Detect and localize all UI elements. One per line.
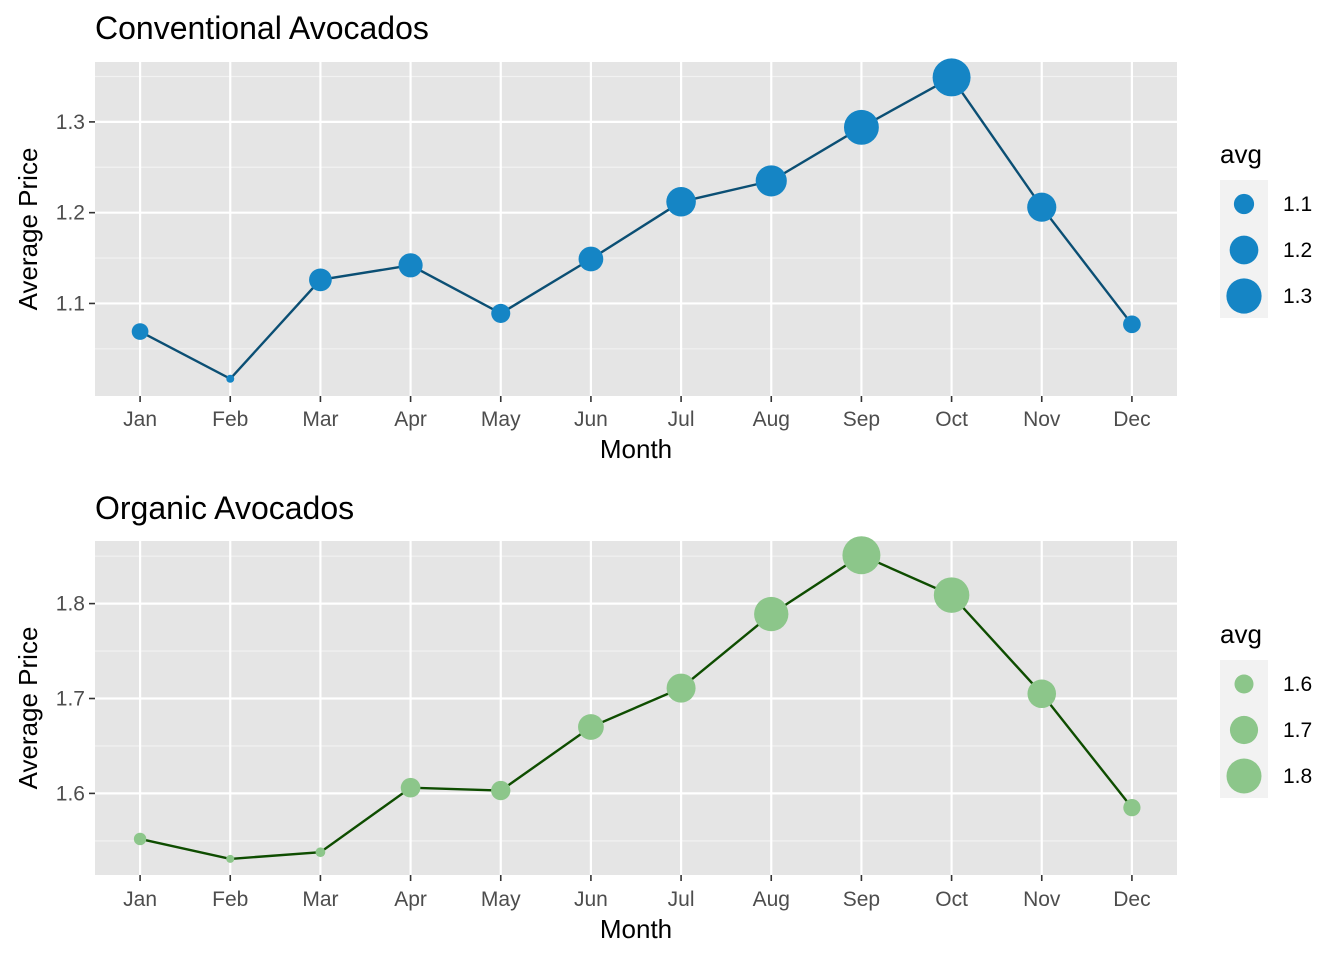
- x-tick-label: Aug: [753, 888, 790, 911]
- data-point-jun: [578, 246, 604, 272]
- legend-key: [1233, 193, 1255, 215]
- data-point-may: [491, 780, 511, 801]
- price-line: [139, 75, 1133, 381]
- legend-title: avg: [1220, 619, 1262, 649]
- x-tick-label: Jan: [123, 408, 157, 431]
- y-axis-title: Average Price: [13, 627, 43, 790]
- y-tick-label: 1.6: [56, 782, 85, 805]
- data-points: [131, 58, 1141, 383]
- data-point-sep: [843, 109, 879, 145]
- legend-label: 1.1: [1283, 193, 1312, 216]
- y-tick-label: 1.7: [56, 688, 85, 711]
- data-point-aug: [755, 165, 787, 197]
- legend-label: 1.3: [1283, 285, 1312, 308]
- x-tick-label: Jun: [574, 408, 608, 431]
- legend-key: [1229, 235, 1259, 265]
- x-tick-label: Sep: [843, 408, 880, 431]
- major-gridlines: [95, 541, 1177, 875]
- x-tick-label: Oct: [935, 888, 968, 911]
- data-point-jan: [133, 832, 147, 846]
- y-tick-label: 1.2: [56, 202, 85, 225]
- x-tick-label: May: [481, 888, 521, 911]
- chart-title: Organic Avocados: [95, 490, 354, 526]
- legend-title: avg: [1220, 139, 1262, 169]
- price-line: [139, 553, 1133, 861]
- y-axis-ticks: 1.1 1.2 1.3: [56, 111, 95, 315]
- x-axis-ticks: Jan Feb Mar Apr May Jun Jul Aug Sep Oct Nov Dec: [123, 396, 1151, 431]
- data-point-feb: [226, 374, 235, 383]
- chart-title: Conventional Avocados: [95, 10, 429, 46]
- x-tick-label: Feb: [212, 888, 248, 911]
- x-tick-label: Mar: [302, 888, 338, 911]
- data-point-dec: [1123, 315, 1141, 334]
- organic-chart: Organic Avocados 1.6 1.7 1.8 Jan Feb Mar Apr M…: [13, 490, 1312, 944]
- x-tick-label: Nov: [1023, 408, 1061, 431]
- major-gridlines: [95, 62, 1177, 396]
- x-tick-label: Apr: [394, 888, 427, 911]
- legend-label: 1.8: [1283, 765, 1312, 788]
- legend-label: 1.6: [1283, 673, 1312, 696]
- legend-label: 1.2: [1283, 239, 1312, 262]
- data-points: [133, 536, 1141, 863]
- data-point-jun: [578, 714, 604, 740]
- legend-items: 1.6 1.7 1.8: [1226, 673, 1312, 794]
- legend-key: [1229, 715, 1259, 745]
- data-point-sep: [842, 536, 881, 575]
- data-point-nov: [1027, 679, 1057, 709]
- y-axis-title: Average Price: [13, 148, 43, 311]
- x-tick-label: Aug: [753, 408, 790, 431]
- data-point-mar: [309, 268, 332, 292]
- legend-key: [1226, 758, 1262, 794]
- data-point-oct: [933, 577, 970, 613]
- data-point-nov: [1027, 192, 1057, 222]
- x-axis-title: Month: [600, 914, 672, 944]
- x-tick-label: Nov: [1023, 888, 1061, 911]
- x-tick-label: Jan: [123, 888, 157, 911]
- x-tick-label: Jul: [668, 408, 695, 431]
- data-point-dec: [1123, 799, 1141, 817]
- y-tick-label: 1.8: [56, 593, 85, 616]
- x-tick-label: Jun: [574, 888, 608, 911]
- legend-items: 1.1 1.2 1.3: [1226, 193, 1312, 314]
- data-point-jul: [666, 673, 696, 703]
- data-point-apr: [398, 253, 423, 278]
- size-legend: avg 1.6 1.7 1.8: [1220, 619, 1312, 798]
- x-tick-label: May: [481, 408, 521, 431]
- legend-label: 1.7: [1283, 719, 1312, 742]
- data-point-mar: [315, 847, 326, 858]
- x-tick-label: Sep: [843, 888, 880, 911]
- data-point-jul: [666, 186, 696, 217]
- x-axis-ticks: Jan Feb Mar Apr May Jun Jul Aug Sep Oct Nov Dec: [123, 875, 1151, 911]
- data-point-oct: [932, 58, 971, 97]
- x-tick-label: Jul: [668, 888, 695, 911]
- x-axis-title: Month: [600, 434, 672, 464]
- x-tick-label: Dec: [1113, 888, 1150, 911]
- data-point-feb: [226, 854, 235, 863]
- data-point-apr: [400, 777, 421, 798]
- x-tick-label: Dec: [1113, 408, 1150, 431]
- y-tick-label: 1.3: [56, 111, 85, 134]
- size-legend: avg 1.1 1.2 1.3: [1220, 139, 1312, 318]
- x-tick-label: Mar: [302, 408, 338, 431]
- conventional-chart: Conventional Avocados 1.1 1.2 1.3 Jan Feb Ma…: [13, 10, 1312, 464]
- x-tick-label: Apr: [394, 408, 427, 431]
- legend-key: [1234, 674, 1254, 694]
- y-axis-ticks: 1.6 1.7 1.8: [56, 593, 95, 805]
- legend-key: [1226, 278, 1262, 314]
- data-point-jan: [131, 323, 149, 340]
- x-tick-label: Feb: [212, 408, 248, 431]
- y-tick-label: 1.1: [56, 292, 85, 315]
- data-point-aug: [754, 596, 789, 632]
- x-tick-label: Oct: [935, 408, 968, 431]
- data-point-may: [491, 303, 511, 323]
- minor-gridlines: [95, 75, 1177, 350]
- minor-gridlines: [95, 555, 1177, 842]
